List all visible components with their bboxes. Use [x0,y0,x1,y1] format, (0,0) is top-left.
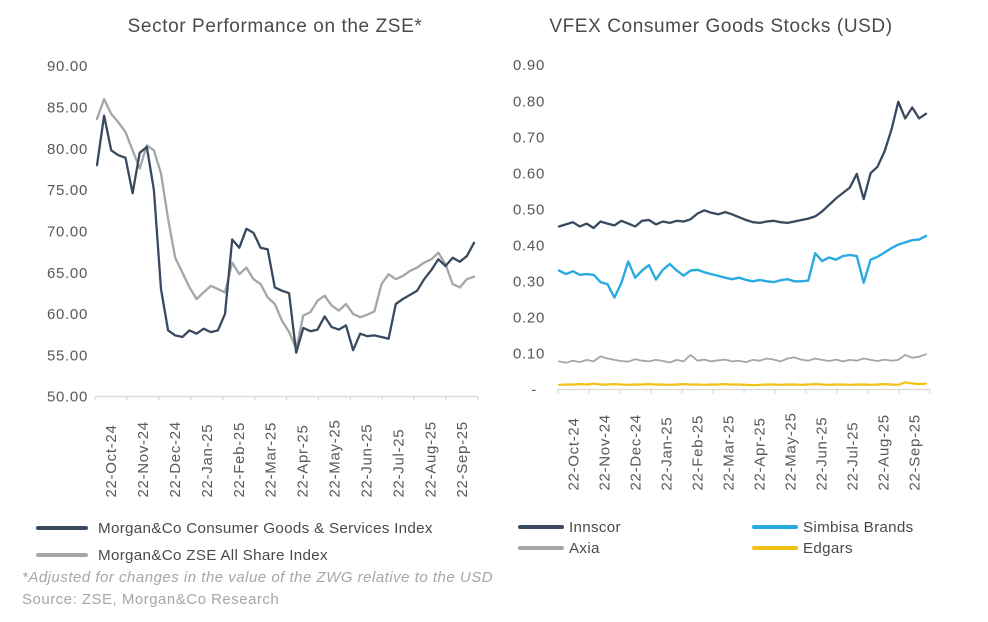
x-tick-label: 22-Feb-25 [690,415,707,491]
x-tick-label: 22-May-25 [783,413,800,491]
legend-label-axia: Axia [569,539,600,557]
series-line-morgan-co-consumer-goods-services-index [95,114,476,354]
legend-swatch-consumer-goods-services-index [36,526,88,530]
series-line-simbisa-brands [557,234,928,299]
y-tick-label: 65.00 [47,265,88,282]
y-tick-label: 75.00 [47,182,88,199]
legend-label-innscor: Innscor [569,518,621,536]
legend-swatch-innscor [518,525,564,529]
x-tick-label: 22-Nov-24 [135,421,152,497]
x-tick-label: 22-Sep-25 [454,421,471,497]
x-tick-label: 22-Mar-25 [721,415,738,491]
y-tick-label: 80.00 [47,141,88,158]
y-tick-label: - [531,382,537,399]
legend-swatch-axia [518,546,564,550]
y-tick-label: 0.30 [513,274,545,291]
y-tick-label: 0.80 [513,93,545,110]
x-tick-label: 22-Jul-25 [845,422,862,491]
legend-label-zse-all-share-index: Morgan&Co ZSE All Share Index [98,546,328,564]
legend-item-consumer-goods-services-index: Morgan&Co Consumer Goods & Services Inde… [36,519,433,537]
y-tick-label: 0.10 [513,346,545,363]
y-tick-label: 0.50 [513,201,545,218]
x-tick-label: 22-Jun-25 [359,424,376,498]
series-line-axia [558,353,927,364]
series-line-innscor [557,100,928,230]
vfex-chart-title: VFEX Consumer Goods Stocks (USD) [549,16,893,37]
y-tick-label: 0.70 [513,129,545,146]
x-tick-label: 22-Jan-25 [659,417,676,491]
y-tick-label: 0.40 [513,238,545,255]
legend-label-consumer-goods-services-index: Morgan&Co Consumer Goods & Services Inde… [98,519,433,537]
x-tick-label: 22-Jul-25 [390,429,407,498]
x-tick-label: 22-Aug-25 [422,421,439,497]
x-tick-label: 22-Jun-25 [814,417,831,491]
zse-chart-title: Sector Performance on the ZSE* [127,16,423,37]
series-line-morgan-co-zse-all-share-index [95,97,476,350]
x-tick-label: 22-May-25 [327,420,344,498]
y-tick-label: 0.60 [513,165,545,182]
legend-swatch-edgars [752,546,798,550]
legend-item-simbisa-brands: Simbisa Brands [752,518,914,536]
legend-swatch-zse-all-share-index [36,553,88,557]
legend-item-axia: Axia [518,539,600,557]
y-tick-label: 60.00 [47,306,88,323]
legend-item-innscor: Innscor [518,518,621,536]
x-tick-label: 22-Apr-25 [752,417,769,490]
x-tick-label: 22-Oct-24 [103,425,120,498]
x-tick-label: 22-Oct-24 [566,418,583,491]
x-tick-label: 22-Mar-25 [263,422,280,498]
charts-plot-area: 22-Oct-24 22-Nov-24 22-Dec-24 22-Jan-25 22-F… [47,57,931,498]
x-tick-label: 22-Dec-24 [628,414,645,490]
x-tick-label: 22-Feb-25 [231,422,248,498]
x-tick-label: 22-Sep-25 [907,414,924,490]
x-tick-label: 22-Dec-24 [167,421,184,497]
series-line-edgars [557,381,928,387]
y-tick-label: 90.00 [47,58,88,75]
y-tick-label: 50.00 [47,389,88,406]
legend-item-edgars: Edgars [752,539,853,557]
y-tick-label: 0.90 [513,57,545,74]
x-tick-label: 22-Jan-25 [199,424,216,498]
y-tick-label: 70.00 [47,223,88,240]
y-tick-label: 55.00 [47,347,88,364]
legend-label-edgars: Edgars [803,539,853,557]
legend-label-simbisa-brands: Simbisa Brands [803,518,914,536]
x-tick-label: 22-Aug-25 [876,414,893,490]
legend-swatch-simbisa-brands [752,525,798,529]
x-tick-label: 22-Apr-25 [295,424,312,497]
footnote-text: *Adjusted for changes in the value of th… [22,569,494,586]
x-tick-label: 22-Nov-24 [597,414,614,490]
y-tick-label: 0.20 [513,310,545,327]
source-text: Source: ZSE, Morgan&Co Research [22,591,280,608]
legend-item-zse-all-share-index: Morgan&Co ZSE All Share Index [36,546,328,564]
y-tick-label: 85.00 [47,100,88,117]
